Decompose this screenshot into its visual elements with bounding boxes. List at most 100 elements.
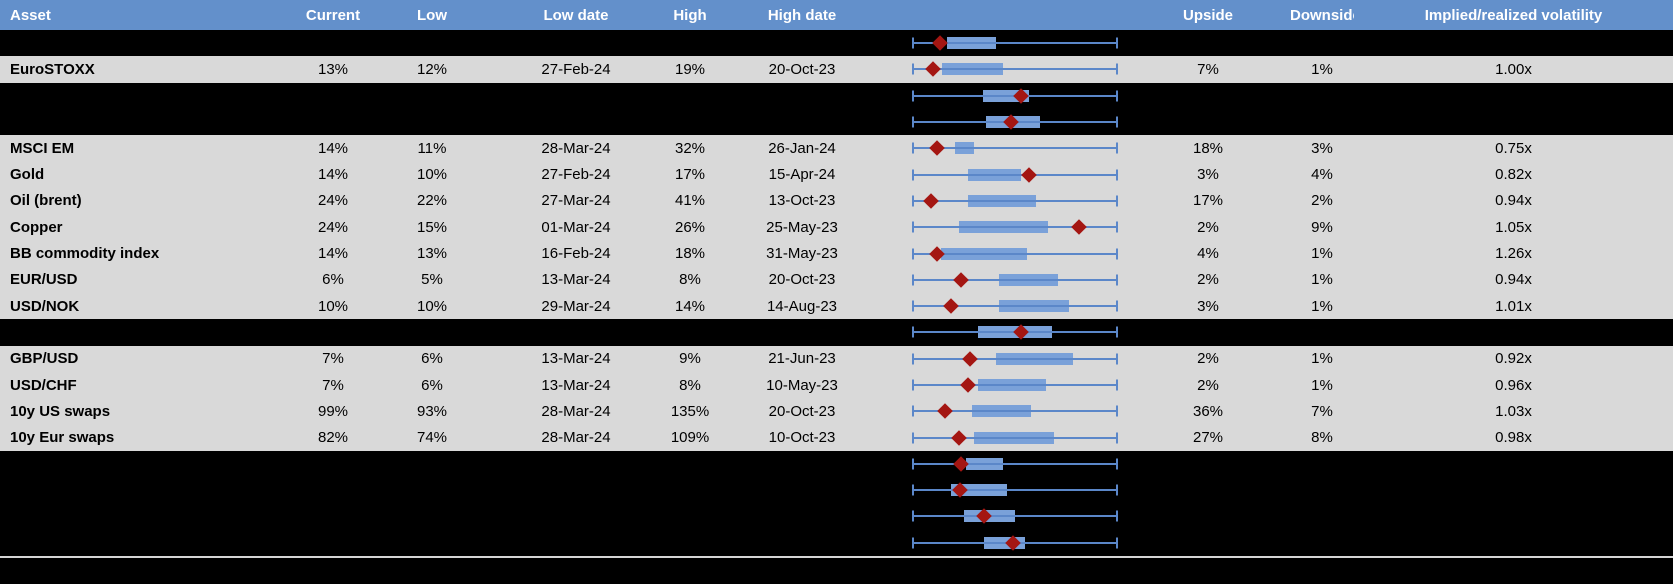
cell-current[interactable]: 99% xyxy=(317,402,349,420)
cell-downside[interactable]: 7% xyxy=(1311,402,1333,420)
cell-implied-realized[interactable]: 1.01x xyxy=(1495,297,1532,315)
cell-high[interactable]: 135% xyxy=(670,402,710,420)
cell-high[interactable]: 32% xyxy=(674,139,706,157)
cell-current[interactable]: 24% xyxy=(317,218,349,236)
cell-downside[interactable]: 3% xyxy=(1311,139,1333,157)
cell-asset[interactable]: Gold xyxy=(10,166,45,184)
cell-implied-realized[interactable]: 0.92x xyxy=(1495,350,1532,368)
cell-upside[interactable]: 36% xyxy=(1192,402,1224,420)
header-cell-low[interactable]: Low xyxy=(417,6,447,24)
cell-low-date[interactable]: 27-Feb-24 xyxy=(541,166,611,184)
cell-upside[interactable]: 4% xyxy=(1197,245,1219,263)
cell-low[interactable]: 22% xyxy=(416,192,448,210)
cell-downside[interactable]: 9% xyxy=(1311,218,1333,236)
cell-high[interactable]: 9% xyxy=(679,350,701,368)
cell-low[interactable]: 6% xyxy=(421,376,443,394)
cell-high[interactable]: 17% xyxy=(674,166,706,184)
cell-upside[interactable]: 7% xyxy=(1197,60,1219,78)
cell-asset[interactable]: GBP/USD xyxy=(10,350,79,368)
cell-asset[interactable]: Copper xyxy=(10,218,63,236)
cell-low-date[interactable]: 13-Mar-24 xyxy=(541,271,611,289)
cell-implied-realized[interactable]: 1.05x xyxy=(1495,218,1532,236)
cell-downside[interactable]: 8% xyxy=(1311,429,1333,447)
header-cell-low-date[interactable]: Low date xyxy=(543,6,609,24)
cell-asset[interactable]: USD/NOK xyxy=(10,297,80,315)
cell-low-date[interactable]: 27-Mar-24 xyxy=(541,192,611,210)
cell-high[interactable]: 8% xyxy=(679,271,701,289)
cell-upside[interactable]: 27% xyxy=(1192,429,1224,447)
header-cell-current[interactable]: Current xyxy=(305,6,361,24)
cell-high-date[interactable]: 20-Oct-23 xyxy=(768,60,836,78)
cell-low[interactable]: 6% xyxy=(421,350,443,368)
cell-low-date[interactable]: 13-Mar-24 xyxy=(541,376,611,394)
cell-low-date[interactable]: 28-Mar-24 xyxy=(541,429,611,447)
header-cell-downside[interactable]: Downside xyxy=(1290,6,1354,24)
cell-downside[interactable]: 1% xyxy=(1311,271,1333,289)
cell-implied-realized[interactable]: 1.03x xyxy=(1495,402,1532,420)
header-cell-asset[interactable]: Asset xyxy=(10,6,51,24)
cell-upside[interactable]: 2% xyxy=(1197,376,1219,394)
cell-downside[interactable]: 1% xyxy=(1311,297,1333,315)
cell-implied-realized[interactable]: 0.94x xyxy=(1495,271,1532,289)
cell-high-date[interactable]: 10-Oct-23 xyxy=(768,429,836,447)
cell-high-date[interactable]: 20-Oct-23 xyxy=(768,271,836,289)
cell-asset[interactable]: MSCI EM xyxy=(10,139,75,157)
cell-high-date[interactable]: 10-May-23 xyxy=(766,376,838,394)
cell-low-date[interactable]: 16-Feb-24 xyxy=(541,245,611,263)
cell-current[interactable]: 24% xyxy=(317,192,349,210)
cell-low[interactable]: 93% xyxy=(416,402,448,420)
cell-upside[interactable]: 17% xyxy=(1192,192,1224,210)
cell-implied-realized[interactable]: 1.26x xyxy=(1495,245,1532,263)
cell-asset[interactable]: EuroSTOXX xyxy=(10,60,95,78)
cell-current[interactable]: 14% xyxy=(317,139,349,157)
cell-implied-realized[interactable]: 0.94x xyxy=(1495,192,1532,210)
cell-high[interactable]: 18% xyxy=(674,245,706,263)
header-cell-implied-realized-volatility[interactable]: Implied/realized volatility xyxy=(1424,6,1603,24)
cell-downside[interactable]: 1% xyxy=(1311,350,1333,368)
cell-high-date[interactable]: 20-Oct-23 xyxy=(768,402,836,420)
cell-low-date[interactable]: 01-Mar-24 xyxy=(541,218,611,236)
cell-current[interactable]: 6% xyxy=(322,271,344,289)
cell-high-date[interactable]: 13-Oct-23 xyxy=(768,192,836,210)
cell-implied-realized[interactable]: 0.98x xyxy=(1495,429,1532,447)
cell-upside[interactable]: 3% xyxy=(1197,297,1219,315)
cell-implied-realized[interactable]: 0.82x xyxy=(1495,166,1532,184)
cell-high-date[interactable]: 21-Jun-23 xyxy=(768,350,836,368)
cell-current[interactable]: 10% xyxy=(317,297,349,315)
cell-asset[interactable]: Oil (brent) xyxy=(10,192,82,210)
header-cell-high-date[interactable]: High date xyxy=(767,6,837,24)
cell-downside[interactable]: 1% xyxy=(1311,60,1333,78)
cell-asset[interactable]: USD/CHF xyxy=(10,376,77,394)
cell-upside[interactable]: 2% xyxy=(1197,350,1219,368)
cell-asset[interactable]: BB commodity index xyxy=(10,245,160,263)
cell-high-date[interactable]: 26-Jan-24 xyxy=(768,139,836,157)
cell-high-date[interactable]: 31-May-23 xyxy=(766,245,838,263)
cell-low-date[interactable]: 27-Feb-24 xyxy=(541,60,611,78)
cell-high-date[interactable]: 25-May-23 xyxy=(766,218,838,236)
cell-low-date[interactable]: 28-Mar-24 xyxy=(541,402,611,420)
cell-current[interactable]: 13% xyxy=(317,60,349,78)
cell-downside[interactable]: 2% xyxy=(1311,192,1333,210)
cell-low-date[interactable]: 29-Mar-24 xyxy=(541,297,611,315)
header-cell-high[interactable]: High xyxy=(673,6,707,24)
cell-low-date[interactable]: 28-Mar-24 xyxy=(541,139,611,157)
cell-asset[interactable]: 10y US swaps xyxy=(10,402,111,420)
cell-high[interactable]: 41% xyxy=(674,192,706,210)
cell-low-date[interactable]: 13-Mar-24 xyxy=(541,350,611,368)
cell-low[interactable]: 11% xyxy=(417,139,447,157)
cell-downside[interactable]: 1% xyxy=(1311,376,1333,394)
cell-high-date[interactable]: 14-Aug-23 xyxy=(766,297,838,315)
cell-high[interactable]: 8% xyxy=(679,376,701,394)
cell-upside[interactable]: 3% xyxy=(1197,166,1219,184)
cell-upside[interactable]: 18% xyxy=(1192,139,1224,157)
cell-upside[interactable]: 2% xyxy=(1197,218,1219,236)
cell-current[interactable]: 7% xyxy=(322,376,344,394)
cell-asset[interactable]: 10y Eur swaps xyxy=(10,429,115,447)
cell-downside[interactable]: 1% xyxy=(1311,245,1333,263)
cell-current[interactable]: 7% xyxy=(322,350,344,368)
cell-high[interactable]: 26% xyxy=(674,218,706,236)
cell-high-date[interactable]: 15-Apr-24 xyxy=(768,166,836,184)
cell-current[interactable]: 14% xyxy=(317,166,349,184)
cell-low[interactable]: 12% xyxy=(416,60,448,78)
cell-low[interactable]: 5% xyxy=(421,271,443,289)
